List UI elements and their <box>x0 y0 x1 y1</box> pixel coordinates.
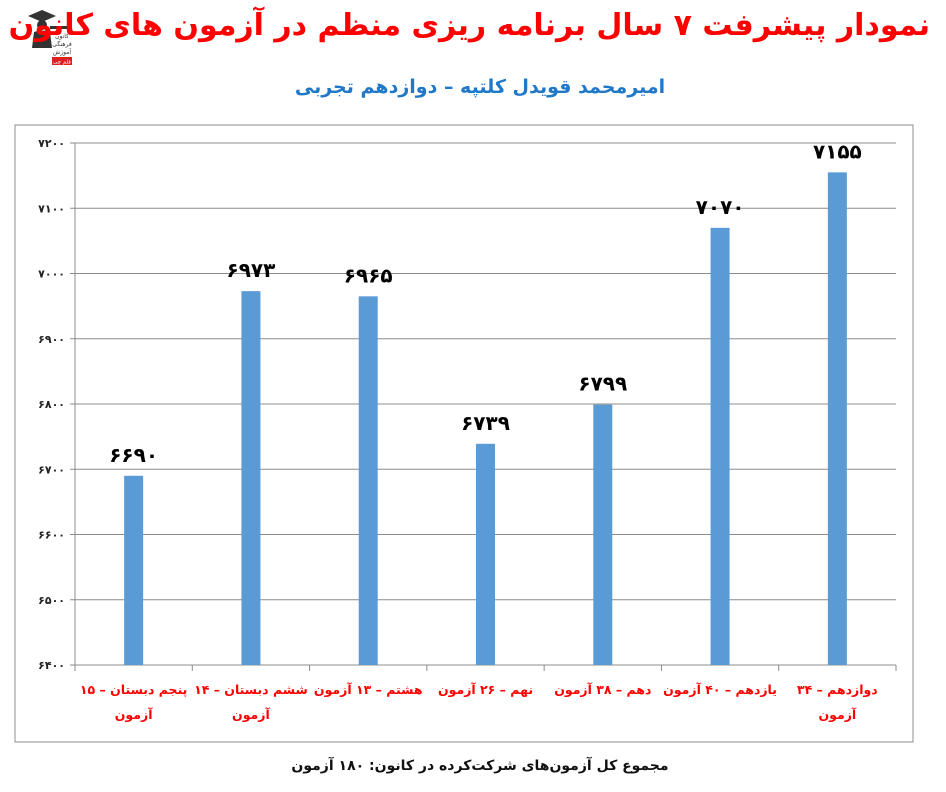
chart-border <box>14 124 914 743</box>
data-label: ۷۱۵۵ <box>813 139 862 163</box>
category-label: پنجم دبستان – ۱۵ آزمون <box>79 682 188 722</box>
chart-title: نمودار پیشرفت ۷ سال برنامه ریزی منظم در … <box>8 8 930 43</box>
logo-text-line-3: آموزش <box>53 47 72 56</box>
category-label: هشتم – ۱۳ آزمون <box>313 682 423 697</box>
total-exams-footer: مجموع کل آزمون‌های شرکت‌کرده در کانون: ۱… <box>291 758 669 774</box>
logo-text-line-1: کانون <box>55 33 69 40</box>
data-label: ۶۹۷۳ <box>227 258 276 282</box>
kanoon-logo: کانون فرهنگی آموزش قلم چی <box>22 8 72 66</box>
bar <box>593 404 613 665</box>
category-label: نهم – ۲۶ آزمون <box>437 682 534 697</box>
category-label: یازدهم – ۴۰ آزمون <box>663 682 777 697</box>
data-label: ۷۰۷۰ <box>696 195 745 219</box>
y-tick-label: ۶۸۰۰ <box>38 398 65 411</box>
y-tick-label: ۶۹۰۰ <box>38 333 65 346</box>
bar <box>476 443 495 665</box>
logo-tag-box <box>52 57 72 65</box>
bar <box>241 291 261 665</box>
bar <box>358 296 378 665</box>
category-label: دوازدهم – ۳۴ آزمون <box>796 682 878 722</box>
y-tick-label: ۷۰۰۰ <box>38 268 65 281</box>
chart-subtitle: امیرمحمد قویدل کلتپه – دوازدهم تجربی <box>294 76 666 98</box>
y-tick-label: ۶۷۰۰ <box>38 463 65 476</box>
category-label: ششم دبستان – ۱۴ آزمون <box>194 682 308 722</box>
data-label: ۶۷۳۹ <box>461 411 510 435</box>
data-label: ۶۷۹۹ <box>578 372 627 396</box>
y-tick-label: ۷۲۰۰ <box>38 137 65 150</box>
data-label: ۶۶۹۰ <box>109 443 158 467</box>
y-tick-label: ۶۵۰۰ <box>38 594 65 607</box>
category-label: دهم – ۳۸ آزمون <box>554 682 652 697</box>
logo-tag: قلم چی <box>53 60 71 66</box>
y-tick-label: ۶۴۰۰ <box>38 659 65 672</box>
logo-text-line-2: فرهنگی <box>52 40 72 48</box>
data-label: ۶۹۶۵ <box>344 263 393 287</box>
bar <box>827 172 847 666</box>
y-tick-label: ۶۶۰۰ <box>38 529 65 542</box>
bar <box>710 227 730 665</box>
y-tick-label: ۷۱۰۰ <box>38 202 65 215</box>
bar <box>124 475 144 665</box>
graduate-figure-icon <box>28 10 68 48</box>
